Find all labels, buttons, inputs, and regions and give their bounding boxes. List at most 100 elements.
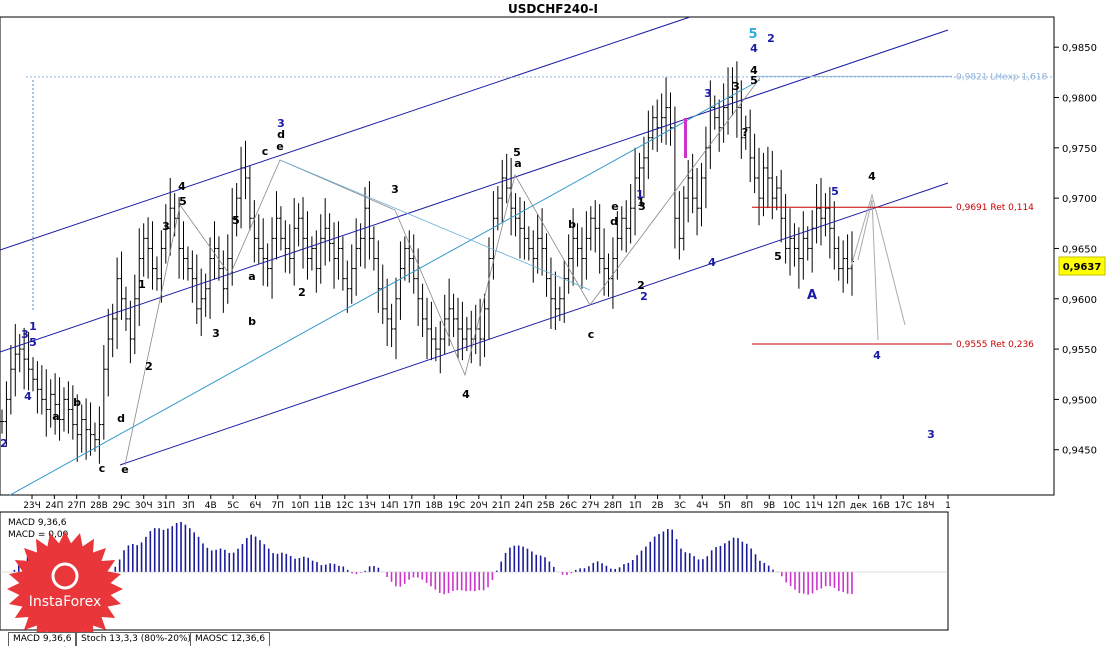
x-tick-label: 24П xyxy=(514,501,532,511)
y-tick-label: 0,9500 xyxy=(1062,395,1097,406)
wave-label-blue: 2 xyxy=(640,290,648,303)
wave-label-black: 4 xyxy=(868,170,876,183)
x-tick-label: 21П xyxy=(492,501,510,511)
wave-label-blue: 1 xyxy=(636,188,644,201)
macd-histogram xyxy=(0,522,948,595)
x-tick-label: 17П xyxy=(403,501,421,511)
wave-label-blue: 5 xyxy=(831,185,839,198)
wave-label-black: 1 xyxy=(637,196,645,209)
fib-levels: 0,9821 LHexp 1,618 0,9691 Ret 0,114 0,9555… xyxy=(752,72,1047,350)
x-tick-label: 23Ч xyxy=(23,501,41,511)
wave-label-blue: 4 xyxy=(708,256,716,269)
wave-label-black: e xyxy=(276,140,283,153)
wave-label-black: 3 xyxy=(732,80,740,93)
x-tick-label: 5П xyxy=(718,501,731,511)
indicator-tabs: MACD 9,36,6 Stoch 13,3,3 (80%-20%) MAOSC… xyxy=(0,632,1106,646)
x-tick-label: 1 xyxy=(945,501,951,511)
wave-label-blue: 3 xyxy=(21,328,29,341)
y-tick-label: 0,9650 xyxy=(1062,244,1097,255)
x-tick-label: 6Ч xyxy=(249,501,261,511)
current-price-label: 0,9637 xyxy=(1063,262,1102,273)
x-tick-label: 18Ч xyxy=(917,501,935,511)
y-tick-label: 0,9800 xyxy=(1062,94,1097,105)
x-tick-label: 14П xyxy=(380,501,398,511)
wave-label-black: b xyxy=(568,218,576,231)
macd-value-label: MACD = 0,00 xyxy=(8,530,69,540)
level-label: 0,9821 LHexp 1,618 xyxy=(956,72,1047,82)
wave-label-black: ? xyxy=(742,126,748,139)
wave-label-blue: 2 xyxy=(0,437,8,450)
x-tick-label: дек xyxy=(850,501,868,511)
y-tick-label: 0,9700 xyxy=(1062,194,1097,205)
wave-label-blue: 5 xyxy=(29,336,37,349)
x-tick-label: 28П xyxy=(604,501,622,511)
x-tick-label: 1П xyxy=(629,501,642,511)
x-tick-label: 3П xyxy=(182,501,195,511)
tab-macd[interactable]: MACD 9,36,6 xyxy=(8,632,77,646)
y-tick-label: 0,9750 xyxy=(1062,144,1097,155)
wave-label-black: 5 xyxy=(232,214,240,227)
wave-label-black: 4 xyxy=(750,64,758,77)
wave-label-black: d xyxy=(610,215,618,228)
x-tick-label: 5С xyxy=(227,501,239,511)
forecast-path-1 xyxy=(849,193,906,326)
wave-label-blue: A xyxy=(807,288,817,303)
wave-label-black: 5 xyxy=(179,195,187,208)
channel-upper xyxy=(0,16,691,251)
macd-label: MACD 9,36,6 xyxy=(8,518,67,528)
x-tick-label: 7П xyxy=(272,501,285,511)
logo-emblem xyxy=(51,562,79,590)
x-tick-label: 28В xyxy=(90,501,108,511)
tab-maosc[interactable]: MAOSC 12,36,6 xyxy=(190,632,271,646)
current-price-badge xyxy=(1058,256,1106,276)
candles xyxy=(0,61,854,464)
x-tick-label: 10С xyxy=(783,501,801,511)
x-tick-label: 27Ч xyxy=(582,501,600,511)
fib-trendline xyxy=(9,79,761,496)
wave-label-black: 3 xyxy=(391,183,399,196)
x-tick-label: 17С xyxy=(894,501,912,511)
logo-text: InstaForex xyxy=(28,594,102,610)
price-axis-ticks: 0,9850 0,9800 0,9750 0,9700 0,9650 0,9600 0,95… xyxy=(1054,43,1097,457)
wave-label-black: 2 xyxy=(298,286,306,299)
x-tick-label: 18В xyxy=(425,501,443,511)
wave-label-black: 5 xyxy=(774,250,782,263)
wave-label-black: c xyxy=(262,145,269,158)
wave-label-black: a xyxy=(52,410,59,423)
x-tick-label: 24П xyxy=(45,501,63,511)
wave-label-black: a xyxy=(248,270,255,283)
x-tick-label: 11Ч xyxy=(805,501,823,511)
tab-stoch[interactable]: Stoch 13,3,3 (80%-20%) xyxy=(76,632,197,646)
wave-label-blue: 5 xyxy=(748,27,757,42)
wave-label-blue: 3 xyxy=(277,117,285,130)
x-tick-label: 12П xyxy=(827,501,845,511)
wave-label-blue: 4 xyxy=(750,42,758,55)
y-tick-label: 0,9450 xyxy=(1062,446,1097,457)
wave-label-black: 5 xyxy=(513,146,521,159)
x-tick-label: 16В xyxy=(872,501,890,511)
wave-label-black: 3 xyxy=(638,200,646,213)
forecast-path-2 xyxy=(857,199,879,341)
y-tick-label: 0,9550 xyxy=(1062,345,1097,356)
x-tick-label: 11В xyxy=(314,501,332,511)
wave-label-blue: 4 xyxy=(873,349,881,362)
x-tick-label: 19С xyxy=(448,501,466,511)
wave-label-black: c xyxy=(99,462,106,475)
x-tick-label: 4В xyxy=(205,501,217,511)
indicator-frame xyxy=(0,511,949,631)
wave-label-blue: 4 xyxy=(24,390,32,403)
x-tick-label: 8П xyxy=(741,501,754,511)
highlight-bar xyxy=(684,118,687,158)
x-tick-label: 4Ч xyxy=(696,501,708,511)
main-plot-frame xyxy=(0,16,1055,496)
x-tick-label: 3С xyxy=(674,501,686,511)
wave-label-black: e xyxy=(121,463,128,476)
x-tick-label: 9В xyxy=(763,501,775,511)
wave-label-black: 2 xyxy=(637,279,645,292)
wave-label-black: c xyxy=(588,328,595,341)
x-tick-label: 20Ч xyxy=(470,501,488,511)
x-tick-label: 10П xyxy=(291,501,309,511)
x-tick-label: 26С xyxy=(559,501,577,511)
